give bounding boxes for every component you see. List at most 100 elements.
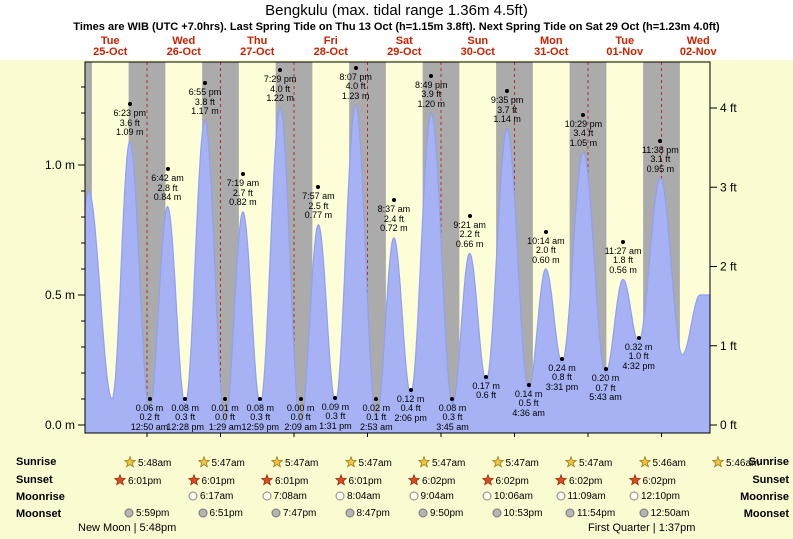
moonset-entry: 7:47pm xyxy=(271,508,316,521)
svg-text:3 ft: 3 ft xyxy=(720,180,737,194)
high-tide-annotation: 6:23 pm 3.6 ft 1.09 m xyxy=(113,108,147,138)
tide-point-dot xyxy=(408,387,413,392)
tide-point-dot xyxy=(240,172,245,177)
tide-point-dot xyxy=(278,68,283,73)
high-tide-annotation: 11:27 am 1.8 ft 0.56 m xyxy=(604,245,642,275)
tide-point-dot xyxy=(333,395,338,400)
tide-point-dot xyxy=(298,396,303,401)
day-label: Wed 26-Oct xyxy=(166,35,201,58)
moonset-entry: 12:50am xyxy=(639,508,690,521)
sunset-icon xyxy=(187,473,200,489)
moonrise-time: 6:17am xyxy=(200,491,234,502)
moonrise-time: 8:04am xyxy=(347,491,381,502)
day-label: Wed 02-Nov xyxy=(679,35,717,58)
sunset-time: 6:01pm xyxy=(348,476,382,487)
day-label: Sat 29-Oct xyxy=(387,35,422,58)
high-tide-annotation: 8:07 pm 4.0 ft 1.23 m xyxy=(339,71,372,101)
high-tide-annotation: 7:19 am 2.7 ft 0.82 m xyxy=(226,178,260,208)
moonrise-icon xyxy=(629,491,639,504)
sunset-time: 6:02pm xyxy=(569,476,603,487)
moonrise-label-left: Moonrise xyxy=(16,491,65,503)
sunset-entry: 6:02pm xyxy=(554,473,603,489)
day-label: Sun 30-Oct xyxy=(460,35,495,58)
low-tide-annotation: 0.09 m 0.3 ft 1:31 pm xyxy=(319,401,352,431)
tide-point-dot xyxy=(581,112,586,117)
low-tide-annotation: 0.24 m 0.8 ft 3:31 pm xyxy=(545,362,579,392)
svg-text:0.5 m: 0.5 m xyxy=(45,288,75,302)
tide-point-dot xyxy=(391,198,396,203)
sunrise-time: 5:47am xyxy=(285,458,319,469)
low-tide-annotation: 0.32 m 1.0 ft 4:32 pm xyxy=(622,341,655,371)
sunset-icon xyxy=(260,473,274,489)
day-label: Tue 25-Oct xyxy=(93,35,128,58)
tide-point-dot xyxy=(165,167,170,172)
moonrise-time: 10:06am xyxy=(494,491,533,502)
low-tide-annotation: 0.00 m 0.0 ft 2:09 am xyxy=(284,402,317,432)
sunset-icon xyxy=(113,473,127,489)
sunset-entry: 6:02pm xyxy=(407,473,456,489)
moonset-entry: 8:47pm xyxy=(345,508,390,521)
sunset-time: 6:01pm xyxy=(128,476,162,487)
tide-point-dot xyxy=(543,229,548,234)
sunset-entry: 6:01pm xyxy=(113,473,162,489)
moonrise-icon xyxy=(409,491,419,504)
tide-point-dot xyxy=(374,396,379,401)
sunrise-entry: 5:47am xyxy=(417,455,465,471)
high-tide-annotation: 8:49 pm 3.9 ft 1.20 m xyxy=(414,79,448,109)
tide-point-dot xyxy=(603,367,608,371)
sunset-entry: 6:01pm xyxy=(260,473,308,489)
sunrise-time: 5:47am xyxy=(358,458,392,469)
moonset-time: 12:50am xyxy=(650,508,690,519)
page-title: Bengkulu (max. tidal range 1.36m 4.5ft) xyxy=(265,2,528,19)
moonset-entry: 11:54pm xyxy=(565,508,615,521)
high-tide-annotation: 11:38 pm 3.1 ft 0.95 m xyxy=(641,144,679,174)
moonrise-icon xyxy=(262,491,272,504)
moonrise-entry: 6:17am xyxy=(188,491,233,504)
moonrise-time: 7:08am xyxy=(273,491,307,502)
moonset-time: 10:53pm xyxy=(503,508,543,519)
sunrise-time: 5:46am xyxy=(652,458,686,469)
sunset-time: 6:02pm xyxy=(422,476,456,487)
svg-text:0 ft: 0 ft xyxy=(720,418,737,432)
moonset-icon xyxy=(198,508,208,521)
tide-point-dot xyxy=(621,239,626,244)
tide-point-dot xyxy=(127,102,132,107)
sunrise-icon xyxy=(123,455,137,471)
new-moon-caption: New Moon | 5:48pm xyxy=(78,522,177,534)
high-tide-annotation: 9:35 pm 3.7 ft 1.14 m xyxy=(490,95,524,125)
moonset-icon xyxy=(639,508,649,521)
moonrise-icon xyxy=(556,491,566,504)
moonset-icon xyxy=(418,508,428,521)
sunrise-entry: 5:46am xyxy=(711,455,759,471)
sunset-time: 6:02pm xyxy=(642,476,676,487)
sunset-time: 6:02pm xyxy=(495,476,529,487)
sunrise-icon xyxy=(417,455,431,471)
day-label: Tue 01-Nov xyxy=(606,35,644,58)
first-quarter-caption: First Quarter | 1:37pm xyxy=(588,522,696,534)
day-label: Thu 27-Oct xyxy=(240,35,275,58)
low-tide-annotation: 0.02 m 0.1 ft 2:53 am xyxy=(360,402,393,432)
moonset-time: 9:50pm xyxy=(430,508,464,519)
sunset-entry: 6:02pm xyxy=(481,473,529,489)
sunset-label-right: Sunset xyxy=(752,474,789,486)
moonset-icon xyxy=(492,508,502,521)
header: Bengkulu (max. tidal range 1.36m 4.5ft) … xyxy=(0,0,793,60)
svg-text:1.0 m: 1.0 m xyxy=(45,158,75,172)
moonset-time: 11:54pm xyxy=(577,508,616,519)
moonset-entry: 5:59pm xyxy=(124,508,169,521)
tide-point-dot xyxy=(467,213,472,218)
low-tide-annotation: 0.01 m 0.0 ft 1:29 am xyxy=(208,402,242,432)
sunrise-icon xyxy=(344,455,357,471)
moonrise-entry: 7:08am xyxy=(262,491,307,504)
sunset-icon xyxy=(554,473,568,489)
moonset-label-left: Moonset xyxy=(16,508,62,520)
spring-tide-info: Times are WIB (UTC +7.0hrs). Last Spring… xyxy=(73,21,720,33)
tide-point-dot xyxy=(429,73,434,78)
moonset-icon xyxy=(271,508,281,521)
moonset-time: 7:47pm xyxy=(283,508,317,519)
sunrise-time: 5:47am xyxy=(505,458,539,469)
moonset-icon xyxy=(345,508,355,521)
tide-point-dot xyxy=(505,89,510,94)
sunrise-entry: 5:47am xyxy=(197,455,245,471)
